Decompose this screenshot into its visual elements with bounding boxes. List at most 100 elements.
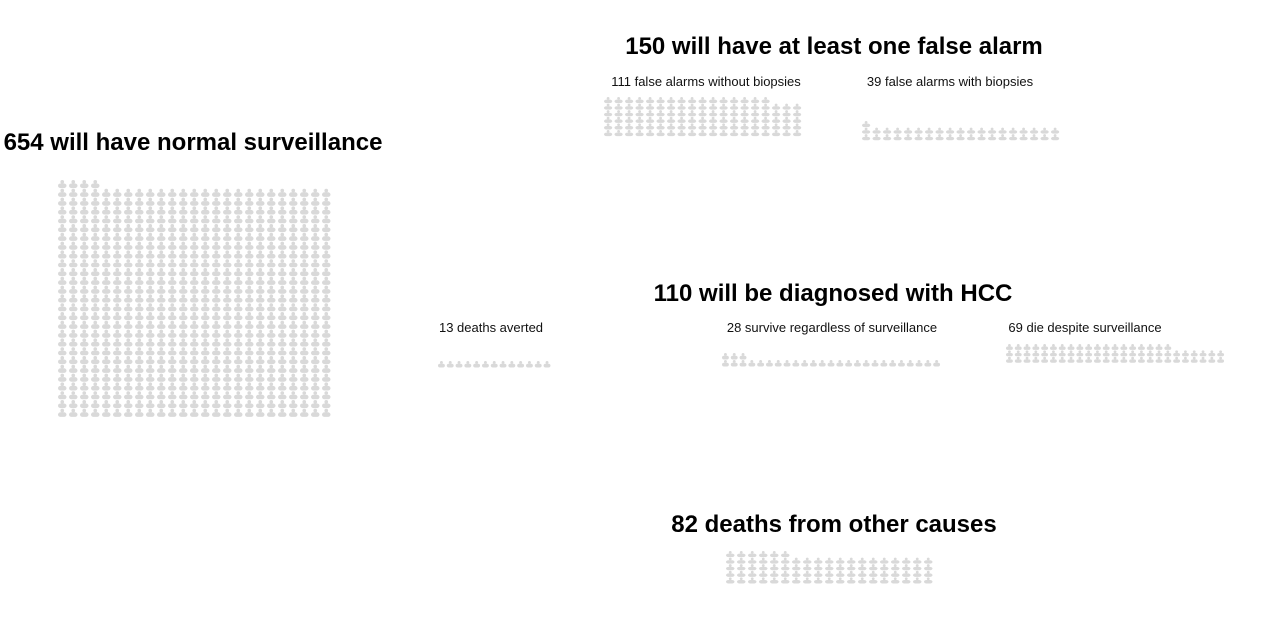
person-icon bbox=[904, 127, 913, 134]
person-icon bbox=[688, 103, 697, 110]
person-icon bbox=[782, 123, 791, 130]
person-icon bbox=[113, 356, 122, 365]
person-icon bbox=[967, 127, 976, 134]
person-icon bbox=[91, 364, 100, 373]
person-icon bbox=[871, 360, 879, 367]
person-icon bbox=[891, 570, 900, 577]
person-icon bbox=[256, 320, 265, 329]
person-icon bbox=[614, 116, 623, 123]
person-icon bbox=[179, 259, 188, 268]
person-icon bbox=[58, 329, 67, 338]
person-icon bbox=[234, 268, 243, 277]
person-icon bbox=[1182, 356, 1189, 363]
person-icon bbox=[201, 241, 210, 250]
person-icon bbox=[124, 338, 133, 347]
person-icon bbox=[1050, 356, 1057, 363]
person-icon bbox=[880, 557, 889, 564]
person-icon bbox=[902, 564, 911, 571]
person-icon bbox=[869, 570, 878, 577]
person-icon bbox=[124, 303, 133, 312]
person-icon bbox=[792, 570, 801, 577]
person-icon bbox=[58, 241, 67, 250]
person-icon bbox=[740, 96, 749, 104]
person-icon bbox=[635, 110, 644, 117]
person-icon bbox=[190, 408, 199, 417]
person-icon bbox=[91, 382, 100, 391]
person-icon bbox=[201, 329, 210, 338]
person-icon bbox=[146, 241, 155, 250]
person-icon bbox=[322, 373, 331, 382]
person-icon bbox=[135, 285, 144, 294]
person-icon bbox=[1032, 350, 1040, 357]
person-icon bbox=[146, 206, 155, 215]
person-icon bbox=[278, 400, 287, 409]
person-icon bbox=[278, 197, 287, 206]
person-icon bbox=[322, 329, 331, 338]
person-icon bbox=[179, 285, 188, 294]
person-icon bbox=[625, 129, 634, 137]
person-icon bbox=[80, 276, 89, 285]
person-icon bbox=[201, 303, 210, 312]
person-icon bbox=[278, 188, 287, 197]
person-icon bbox=[267, 215, 276, 224]
person-icon bbox=[69, 338, 78, 347]
person-icon bbox=[256, 250, 265, 259]
person-icon bbox=[212, 364, 221, 373]
person-icon bbox=[772, 116, 781, 123]
person-icon bbox=[135, 206, 144, 215]
person-icon bbox=[1102, 356, 1110, 363]
person-icon bbox=[212, 215, 221, 224]
person-icon bbox=[91, 197, 100, 206]
person-icon bbox=[102, 329, 111, 338]
person-icon bbox=[256, 241, 265, 250]
person-icon bbox=[69, 303, 78, 312]
person-icon bbox=[223, 285, 232, 294]
person-icon bbox=[256, 259, 265, 268]
person-icon bbox=[300, 250, 309, 259]
person-icon bbox=[124, 408, 133, 417]
person-icon bbox=[91, 180, 100, 189]
person-icon bbox=[1076, 356, 1084, 363]
person-icon bbox=[223, 215, 232, 224]
person-icon bbox=[80, 338, 89, 347]
person-icon bbox=[740, 116, 749, 123]
person-icon bbox=[102, 206, 111, 215]
person-icon bbox=[256, 338, 265, 347]
person-icon bbox=[625, 103, 634, 110]
person-icon bbox=[543, 361, 551, 368]
person-icon bbox=[289, 400, 298, 409]
person-icon bbox=[1019, 127, 1028, 134]
person-icon bbox=[168, 400, 177, 409]
person-icon bbox=[113, 224, 122, 233]
person-icon bbox=[245, 373, 254, 382]
person-icon bbox=[135, 276, 144, 285]
person-icon bbox=[311, 347, 320, 356]
person-icon bbox=[234, 373, 243, 382]
person-icon bbox=[737, 570, 746, 577]
person-icon bbox=[124, 285, 133, 294]
person-icon bbox=[289, 382, 298, 391]
person-icon bbox=[688, 116, 697, 123]
person-icon bbox=[267, 303, 276, 312]
person-icon bbox=[783, 360, 791, 367]
person-icon bbox=[234, 338, 243, 347]
person-icon bbox=[102, 268, 111, 277]
person-icon bbox=[880, 570, 889, 577]
person-icon bbox=[267, 294, 276, 303]
person-icon bbox=[677, 103, 686, 110]
person-icon bbox=[289, 356, 298, 365]
person-icon bbox=[157, 312, 166, 321]
person-icon bbox=[80, 373, 89, 382]
person-icon bbox=[58, 259, 67, 268]
person-icon bbox=[278, 215, 287, 224]
person-icon bbox=[322, 250, 331, 259]
person-icon bbox=[135, 364, 144, 373]
person-icon bbox=[898, 360, 905, 367]
person-icon bbox=[1146, 343, 1154, 350]
person-icon bbox=[190, 364, 199, 373]
person-icon bbox=[792, 557, 801, 564]
person-icon bbox=[69, 312, 78, 321]
person-icon bbox=[69, 232, 78, 241]
person-icon bbox=[300, 188, 309, 197]
person-icon bbox=[858, 570, 867, 577]
